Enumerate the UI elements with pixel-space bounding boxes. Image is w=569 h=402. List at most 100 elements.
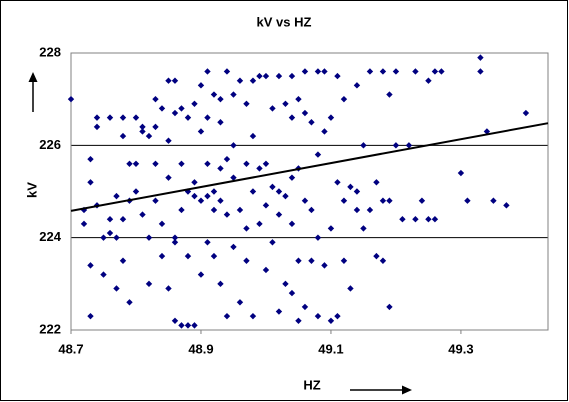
point — [425, 77, 432, 84]
point — [171, 109, 179, 117]
point — [197, 197, 205, 204]
point — [236, 77, 244, 84]
point — [249, 188, 257, 195]
point — [100, 234, 107, 241]
chart-title: kV vs HZ — [257, 14, 312, 29]
point — [295, 257, 302, 264]
point — [308, 257, 315, 264]
point — [477, 54, 484, 61]
point — [204, 160, 211, 167]
point — [386, 197, 393, 204]
point — [483, 128, 491, 135]
point — [314, 312, 322, 320]
point — [204, 68, 211, 75]
y-tick-label: 224 — [39, 229, 61, 244]
point — [314, 234, 322, 241]
point — [171, 234, 179, 241]
y-arrow — [28, 72, 38, 112]
point — [132, 160, 140, 167]
point — [269, 239, 276, 246]
point — [197, 271, 205, 278]
point — [93, 114, 101, 121]
point — [321, 128, 328, 135]
point — [145, 132, 153, 140]
y-axis-label: kV — [24, 182, 39, 198]
x-tick-label: 49.1 — [318, 341, 343, 356]
point — [301, 303, 309, 311]
point — [223, 312, 231, 320]
point — [295, 95, 302, 103]
point — [132, 188, 140, 195]
point — [269, 105, 276, 112]
point — [243, 225, 250, 232]
point — [275, 211, 283, 218]
point — [197, 128, 205, 135]
point — [288, 114, 296, 121]
point — [165, 285, 172, 292]
point — [321, 68, 328, 75]
point — [93, 123, 101, 131]
point — [119, 132, 127, 140]
point — [366, 206, 374, 214]
point — [438, 68, 445, 75]
point — [373, 179, 380, 186]
point — [256, 220, 263, 228]
point — [67, 95, 75, 103]
point — [392, 68, 400, 75]
point — [126, 299, 133, 306]
point — [191, 322, 198, 329]
point — [152, 123, 159, 131]
point — [204, 239, 211, 246]
point — [230, 142, 237, 149]
point — [223, 155, 231, 163]
point — [87, 155, 94, 163]
point — [249, 132, 257, 140]
point — [477, 68, 484, 75]
point — [412, 68, 419, 75]
point — [113, 192, 120, 200]
point — [139, 128, 146, 135]
point — [204, 114, 211, 121]
point — [360, 142, 367, 149]
point — [87, 312, 94, 320]
point — [353, 82, 361, 89]
point — [106, 229, 114, 237]
point — [431, 68, 439, 75]
point — [223, 211, 231, 218]
point — [262, 72, 270, 80]
point — [152, 197, 159, 204]
point — [230, 174, 237, 181]
point — [87, 262, 94, 269]
point — [139, 211, 146, 218]
point — [210, 188, 218, 195]
x-tick-label: 48.9 — [188, 341, 213, 356]
point — [412, 216, 419, 223]
point — [191, 179, 198, 186]
point — [113, 234, 120, 241]
point — [217, 165, 224, 172]
point — [210, 91, 218, 98]
point — [223, 68, 231, 75]
point — [301, 68, 309, 75]
point — [314, 151, 322, 158]
point — [217, 280, 224, 288]
point — [119, 216, 127, 223]
point — [262, 202, 270, 209]
point — [327, 317, 335, 324]
point — [334, 179, 341, 186]
trendline — [70, 122, 549, 212]
point — [262, 160, 270, 167]
point — [308, 119, 315, 126]
point — [418, 197, 426, 204]
point — [165, 77, 172, 84]
x-arrow — [350, 385, 412, 395]
y-tick-label: 226 — [39, 137, 61, 152]
point — [347, 183, 354, 191]
point — [171, 239, 179, 246]
point — [158, 220, 166, 228]
point — [373, 252, 380, 260]
point — [217, 119, 224, 126]
point — [217, 95, 224, 103]
